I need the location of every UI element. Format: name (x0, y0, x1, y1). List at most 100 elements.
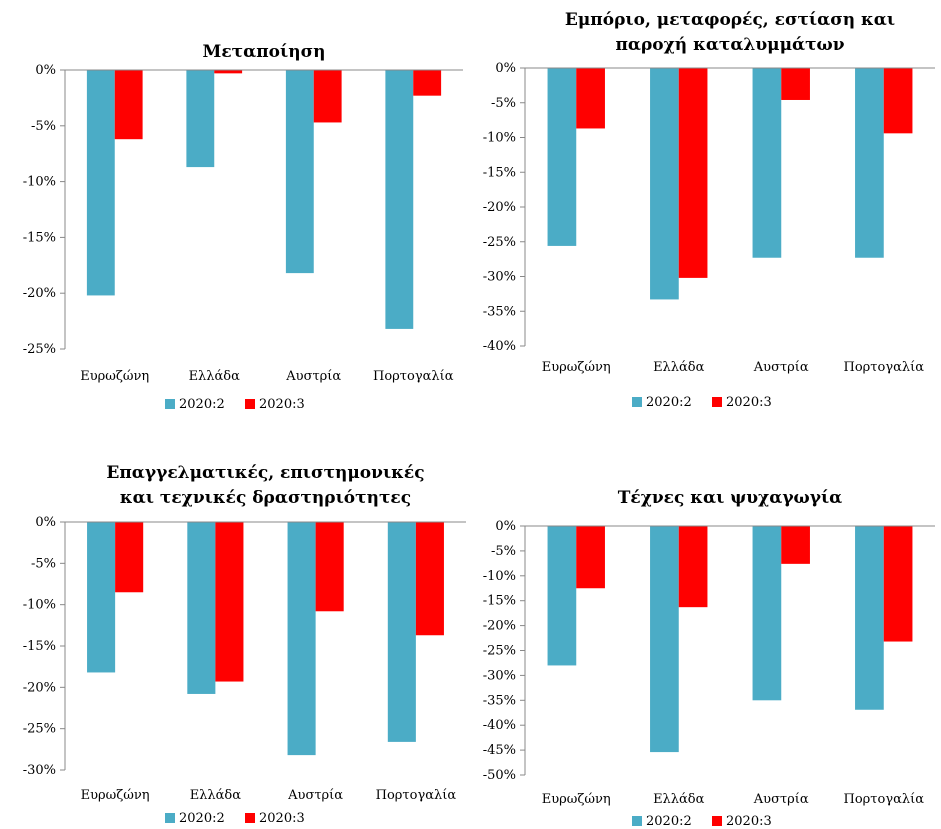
y-tick-label: -10% (483, 131, 516, 146)
legend-swatch-1 (165, 813, 175, 823)
category-label: Ελλάδα (190, 788, 242, 803)
legend-label-1: 2020:2 (646, 395, 692, 410)
bar-1-2 (187, 522, 216, 694)
category-label: Ελλάδα (653, 792, 705, 807)
legend-swatch-2 (245, 399, 255, 409)
chart-2: Εμπόριο, μεταφορές, εστίαση και παροχή κα… (483, 10, 935, 410)
chart-title: και τεχνικές δραστηριότητες (120, 488, 411, 508)
y-tick-label: -10% (483, 569, 516, 584)
bar-2-1 (576, 68, 605, 129)
legend: 2020:2 2020:3 (632, 395, 772, 410)
chart-3: Επαγγελματικές, επιστημονικές και τεχνικέ… (23, 463, 466, 826)
legend-label-1: 2020:2 (179, 811, 225, 826)
bar-2-2 (678, 68, 708, 278)
legend-label-2: 2020:3 (726, 814, 772, 829)
category-label: Ευρωζώνη (542, 360, 611, 375)
y-tick-label: -15% (483, 165, 516, 180)
bar-1-2 (186, 70, 215, 168)
bar-2-2 (214, 70, 243, 74)
category-label: Πορτογαλία (376, 788, 457, 803)
bar-1-1 (86, 70, 115, 296)
legend: 2020:2 2020:3 (165, 397, 305, 412)
bar-1-3 (752, 526, 782, 701)
y-tick-label: -25% (23, 722, 56, 737)
y-tick-label: -45% (483, 743, 516, 758)
category-label: Ελλάδα (189, 369, 241, 384)
y-tick-label: -40% (483, 718, 516, 733)
bar-1-3 (285, 70, 314, 274)
legend: 2020:2 2020:3 (632, 814, 772, 829)
bar-2-4 (883, 526, 913, 642)
bar-2-3 (781, 526, 810, 564)
y-tick-label: -35% (483, 304, 516, 319)
y-tick-label: -15% (23, 639, 56, 654)
legend-label-2: 2020:3 (259, 397, 305, 412)
y-tick-label: 0% (35, 515, 56, 530)
category-label: Πορτογαλία (844, 360, 925, 375)
y-tick-label: -35% (483, 693, 516, 708)
bar-1-4 (387, 522, 416, 742)
bar-2-3 (781, 68, 810, 100)
legend-label-2: 2020:3 (259, 811, 305, 826)
bar-1-1 (547, 68, 577, 246)
legend-swatch-1 (632, 816, 642, 826)
legend: 2020:2 2020:3 (165, 811, 305, 826)
y-tick-label: -30% (23, 763, 56, 778)
category-label: Ευρωζώνη (542, 792, 611, 807)
y-tick-label: -25% (23, 342, 56, 357)
y-tick-label: -5% (491, 544, 516, 559)
bar-2-1 (115, 522, 144, 593)
category-label: Ευρωζώνη (81, 788, 150, 803)
legend-swatch-2 (712, 397, 722, 407)
y-tick-label: -20% (483, 619, 516, 634)
y-tick-label: -5% (491, 96, 516, 111)
y-tick-label: -30% (483, 270, 516, 285)
bar-2-2 (215, 522, 244, 682)
y-tick-label: -10% (23, 598, 56, 613)
y-tick-label: -10% (23, 175, 56, 190)
legend-swatch-2 (712, 816, 722, 826)
category-label: Πορτογαλία (373, 369, 454, 384)
bar-2-1 (114, 70, 143, 140)
y-tick-label: -20% (23, 286, 56, 301)
chart-1: Μεταποίηση 0% -5% -10% -15% -20% -25% Ευρωζώνη Ε… (23, 42, 463, 412)
bar-1-3 (752, 68, 782, 258)
legend-label-1: 2020:2 (646, 814, 692, 829)
y-tick-label: 0% (495, 519, 516, 534)
bar-1-2 (650, 526, 679, 753)
legend-swatch-1 (165, 399, 175, 409)
y-tick-label: -5% (31, 556, 56, 571)
category-label: Αυστρία (285, 369, 341, 384)
bar-2-4 (413, 70, 442, 96)
y-tick-label: -20% (23, 680, 56, 695)
bar-1-3 (287, 522, 316, 756)
legend-swatch-2 (245, 813, 255, 823)
y-tick-label: -20% (483, 200, 516, 215)
y-tick-label: -50% (483, 768, 516, 783)
chart-title: Μεταποίηση (203, 42, 326, 62)
chart-title: Εμπόριο, μεταφορές, εστίαση και (565, 10, 895, 30)
y-tick-label: -15% (483, 594, 516, 609)
category-label: Ευρωζώνη (80, 369, 149, 384)
legend-label-1: 2020:2 (179, 397, 225, 412)
y-tick-label: -15% (23, 230, 56, 245)
y-tick-label: 0% (495, 61, 516, 76)
bar-1-1 (87, 522, 116, 673)
bar-2-3 (315, 522, 344, 612)
y-tick-label: -25% (483, 235, 516, 250)
legend-swatch-1 (632, 397, 642, 407)
chart-4: Τέχνες και ψυχαγωγία 0% -5% -10% -15% -20% -25… (483, 488, 935, 829)
legend-label-2: 2020:3 (726, 395, 772, 410)
y-tick-label: -30% (483, 668, 516, 683)
y-tick-label: 0% (35, 63, 56, 78)
bar-2-1 (576, 526, 605, 589)
category-label: Αυστρία (287, 788, 343, 803)
category-label: Πορτογαλία (844, 792, 925, 807)
bar-2-3 (313, 70, 342, 123)
chart-title: Τέχνες και ψυχαγωγία (618, 488, 843, 508)
category-label: Αυστρία (753, 792, 809, 807)
bar-1-4 (385, 70, 414, 329)
y-tick-label: -5% (31, 119, 56, 134)
category-label: Αυστρία (753, 360, 809, 375)
